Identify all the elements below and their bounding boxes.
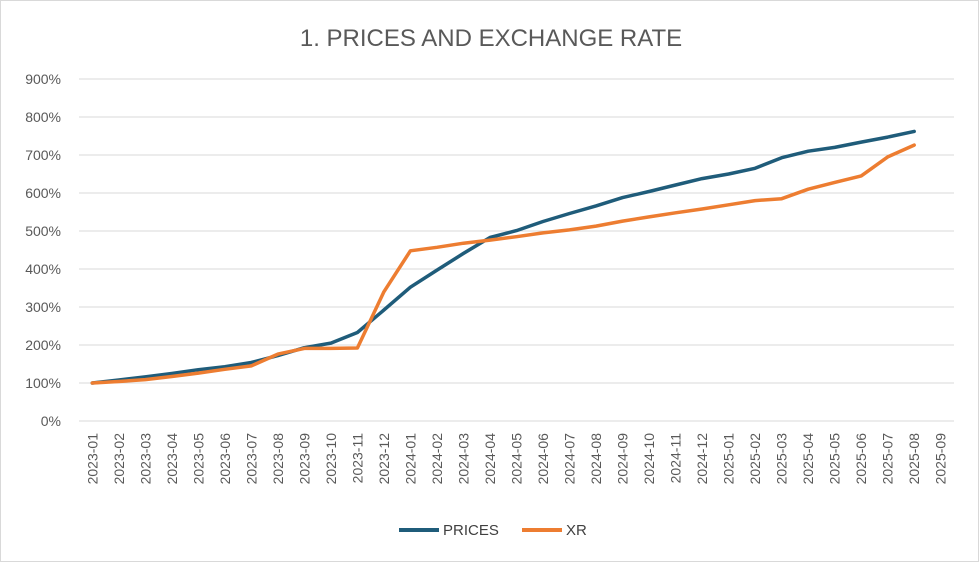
- series-line-prices: [90, 129, 916, 385]
- series-lines: [90, 129, 916, 385]
- series-line-xr: [90, 143, 916, 385]
- x-tick-label: 2025-04: [800, 433, 816, 485]
- x-tick-label: 2024-02: [429, 433, 445, 485]
- x-tick-label: 2024-06: [535, 433, 551, 485]
- x-tick-label: 2023-09: [296, 433, 312, 485]
- y-tick-label: 200%: [25, 337, 61, 353]
- y-tick-label: 0%: [41, 413, 61, 429]
- y-tick-label: 900%: [25, 71, 61, 87]
- x-axis-tick-labels: 2023-01 2023-02 2023-03 2023-04 2023-05 2023-…: [84, 433, 948, 485]
- x-tick-label: 2025-06: [853, 433, 869, 485]
- x-tick-label: 2024-08: [588, 433, 604, 485]
- x-tick-label: 2023-04: [164, 433, 180, 485]
- x-tick-label: 2023-07: [243, 433, 259, 485]
- x-tick-label: 2025-02: [747, 433, 763, 485]
- x-tick-label: 2025-07: [880, 433, 896, 485]
- x-tick-label: 2024-05: [509, 433, 525, 485]
- x-tick-label: 2024-04: [482, 433, 498, 485]
- y-tick-label: 700%: [25, 147, 61, 163]
- x-tick-label: 2024-12: [694, 433, 710, 485]
- x-tick-label: 2023-08: [270, 433, 286, 485]
- y-tick-label: 600%: [25, 185, 61, 201]
- y-tick-label: 400%: [25, 261, 61, 277]
- x-tick-label: 2024-11: [668, 433, 684, 484]
- y-tick-label: 500%: [25, 223, 61, 239]
- x-tick-label: 2025-09: [933, 433, 949, 485]
- x-tick-label: 2024-01: [402, 433, 418, 485]
- legend-label-xr: XR: [566, 522, 587, 539]
- x-tick-label: 2023-02: [111, 433, 127, 485]
- x-tick-label: 2023-01: [84, 433, 100, 485]
- x-tick-label: 2024-10: [641, 433, 657, 485]
- x-tick-label: 2024-09: [615, 433, 631, 485]
- x-tick-label: 2023-06: [217, 433, 233, 485]
- x-tick-label: 2025-05: [827, 433, 843, 485]
- x-tick-label: 2025-08: [906, 433, 922, 485]
- legend: PRICES XR: [399, 522, 587, 539]
- x-tick-label: 2025-01: [721, 433, 737, 485]
- x-tick-label: 2023-12: [376, 433, 392, 485]
- y-axis-tick-labels: 0% 100% 200% 300% 400% 500% 600% 700% 800% 900%: [25, 71, 61, 429]
- x-tick-label: 2024-07: [562, 433, 578, 485]
- legend-label-prices: PRICES: [443, 522, 499, 539]
- x-tick-label: 2023-05: [190, 433, 206, 485]
- y-tick-label: 300%: [25, 299, 61, 315]
- y-tick-label: 100%: [25, 375, 61, 391]
- x-tick-label: 2023-03: [137, 433, 153, 485]
- x-tick-label: 2023-10: [323, 433, 339, 485]
- x-tick-label: 2025-03: [774, 433, 790, 485]
- x-tick-label: 2023-11: [349, 433, 365, 484]
- chart-title: 1. PRICES AND EXCHANGE RATE: [300, 25, 682, 52]
- y-tick-label: 800%: [25, 109, 61, 125]
- x-tick-label: 2024-03: [455, 433, 471, 485]
